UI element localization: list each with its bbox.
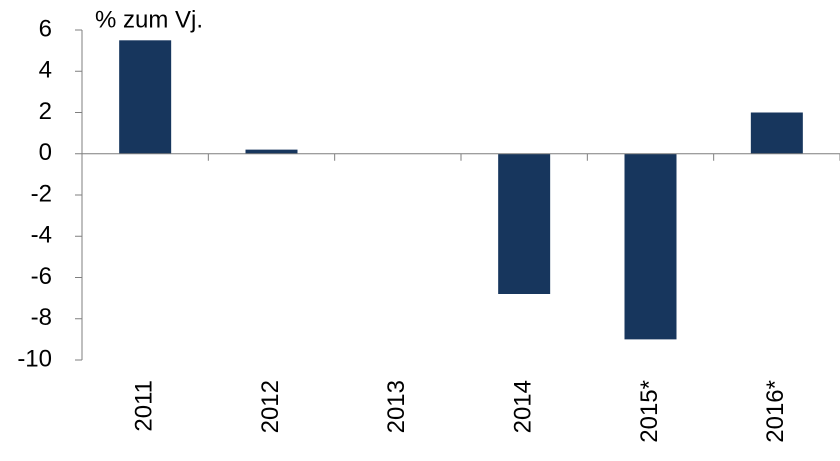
x-tick-label: 2012 bbox=[257, 380, 284, 433]
y-tick-label: -8 bbox=[31, 304, 52, 331]
bar bbox=[245, 149, 298, 154]
x-tick-label: 2014 bbox=[510, 380, 537, 433]
y-tick-label: 2 bbox=[39, 98, 52, 125]
bar bbox=[750, 112, 803, 154]
bar bbox=[119, 40, 172, 154]
y-tick-label: -4 bbox=[31, 222, 52, 249]
y-tick-label: 0 bbox=[39, 139, 52, 166]
x-tick-label: 2011 bbox=[131, 380, 158, 432]
y-tick-label: 4 bbox=[39, 57, 52, 84]
bar bbox=[498, 153, 551, 294]
bar bbox=[624, 153, 677, 340]
y-tick-label: -6 bbox=[31, 263, 52, 290]
axis-unit: % zum Vj. bbox=[95, 6, 203, 33]
x-tick-label: 2013 bbox=[383, 380, 410, 433]
x-tick-label: 2016* bbox=[762, 380, 789, 443]
x-tick-label: 2015* bbox=[636, 380, 663, 443]
y-tick-label: 6 bbox=[39, 15, 52, 42]
y-tick-label: -10 bbox=[17, 345, 52, 372]
y-tick-label: -2 bbox=[31, 180, 52, 207]
